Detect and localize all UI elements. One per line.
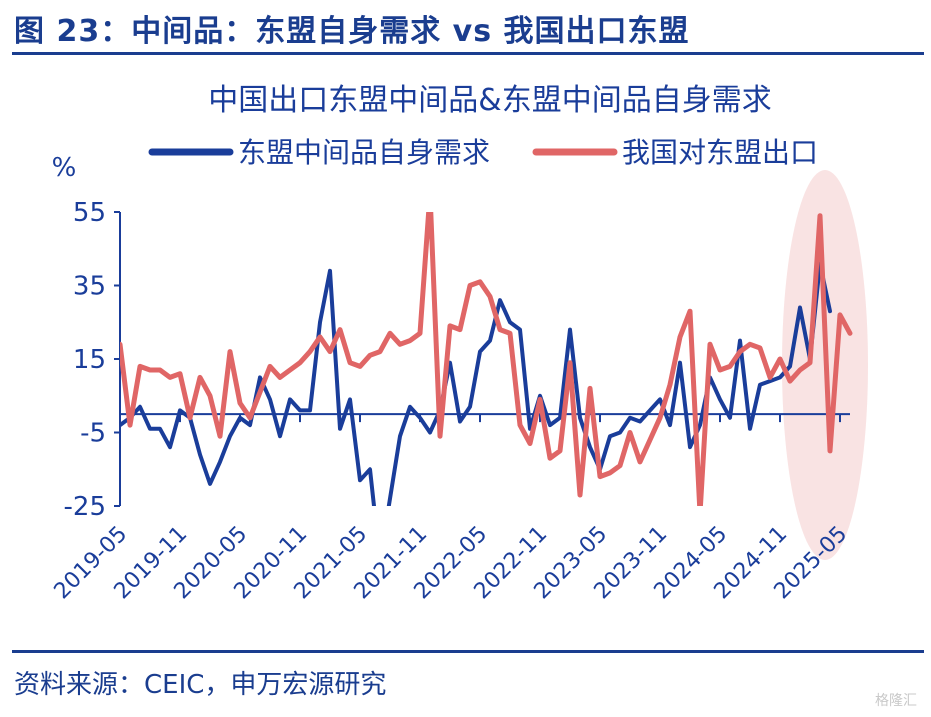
y-tick-label: 15 bbox=[73, 345, 106, 375]
source-note: 资料来源：CEIC，申万宏源研究 bbox=[14, 670, 387, 700]
chart-title: 中国出口东盟中间品&东盟中间品自身需求 bbox=[208, 83, 771, 118]
y-tick-label: -5 bbox=[80, 419, 106, 449]
chart: 553515-5-25%2019-052019-112020-052020-11… bbox=[50, 83, 868, 604]
series-line-china-export bbox=[120, 212, 853, 506]
y-tick-label: 35 bbox=[73, 272, 106, 302]
figure-title: 图 23：中间品：东盟自身需求 vs 我国出口东盟 bbox=[14, 14, 690, 49]
series-line-asean-demand bbox=[120, 261, 832, 506]
y-axis-label: % bbox=[52, 153, 77, 183]
legend-label-china-export: 我国对东盟出口 bbox=[622, 136, 818, 169]
y-tick-label: -25 bbox=[64, 492, 106, 522]
top-rule bbox=[12, 52, 924, 55]
bottom-rule bbox=[12, 650, 924, 653]
watermark: 格隆汇 bbox=[875, 693, 917, 709]
y-tick-label: 55 bbox=[73, 198, 106, 228]
legend-label-asean-demand: 东盟中间品自身需求 bbox=[238, 136, 490, 169]
